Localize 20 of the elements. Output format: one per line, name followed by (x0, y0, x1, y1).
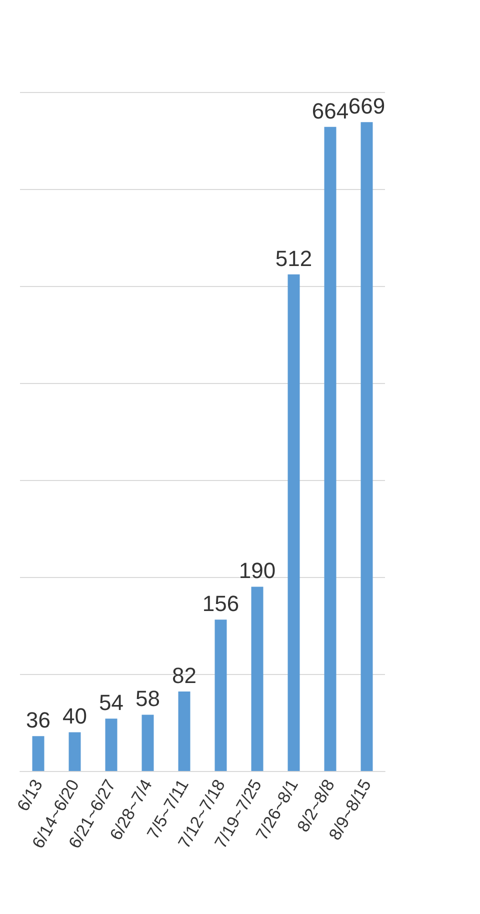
bar (142, 714, 154, 771)
bar (288, 274, 300, 771)
bar (105, 718, 118, 771)
data-label: 54 (99, 690, 124, 716)
data-label: 58 (136, 686, 160, 712)
bar (214, 620, 227, 771)
data-label: 156 (202, 591, 240, 616)
bar (178, 691, 190, 771)
bar (68, 732, 81, 771)
data-label: 82 (172, 662, 196, 688)
data-label: 190 (238, 558, 276, 584)
data-label: 40 (62, 704, 87, 729)
data-label: 664 (312, 98, 349, 124)
bar (360, 122, 373, 771)
bar (251, 586, 264, 771)
bar (32, 736, 44, 771)
data-label: 512 (275, 246, 312, 271)
data-label: 36 (26, 708, 50, 733)
bar (324, 126, 336, 771)
data-label: 669 (348, 94, 386, 119)
